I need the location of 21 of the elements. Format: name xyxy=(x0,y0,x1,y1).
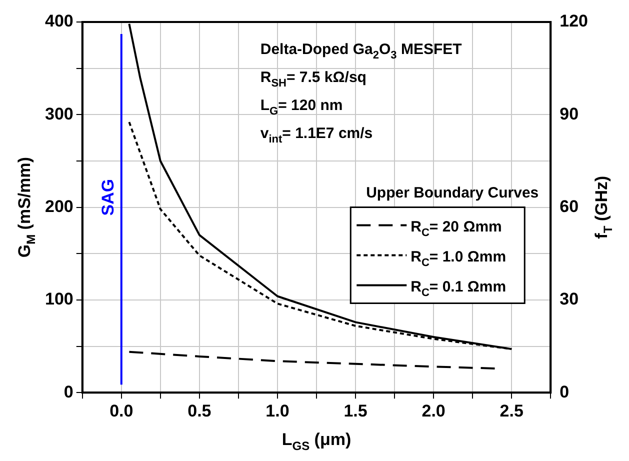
x-tick-label: 0.5 xyxy=(188,401,212,420)
y2-axis-title: fT (GHz) xyxy=(592,176,616,239)
y-axis-title: GM (mS/mm) xyxy=(15,156,38,258)
ref-line-label: SAG xyxy=(98,178,118,216)
x-tick-label: 1.0 xyxy=(266,401,290,420)
x-tick-label: 0.0 xyxy=(110,401,134,420)
y-tick-label: 300 xyxy=(44,104,74,124)
line-series xyxy=(128,350,498,370)
y-tick-label: 100 xyxy=(44,290,74,309)
x-tick-label: 2.0 xyxy=(422,401,446,420)
y2-tick-label: 90 xyxy=(560,104,579,124)
y2-tick-label: 30 xyxy=(560,290,579,309)
y-tick-label: 0 xyxy=(64,382,74,402)
y-tick-label: 200 xyxy=(44,196,74,216)
y2-tick-label: 0 xyxy=(560,382,570,402)
x-tick-label: 2.5 xyxy=(500,401,524,420)
x-tick-label: 1.5 xyxy=(344,401,368,420)
legend-title: Upper Boundary Curves xyxy=(366,184,539,202)
y-tick-label: 400 xyxy=(44,12,74,31)
y2-tick-label: 60 xyxy=(560,196,579,216)
y2-tick-label: 120 xyxy=(560,12,588,31)
